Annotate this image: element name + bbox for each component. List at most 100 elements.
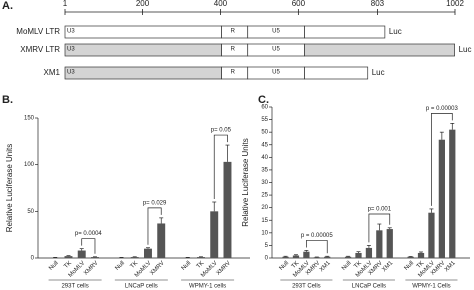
y-tick-label: 25 <box>261 193 268 199</box>
x-tick-label: TK <box>63 260 73 270</box>
y-tick-label: 40 <box>261 155 268 161</box>
group-label: WPMY-1 cells <box>189 284 226 290</box>
significance-bracket <box>81 238 96 254</box>
x-tick-label: XMRV <box>83 260 99 276</box>
bar <box>292 255 300 258</box>
segment-label: U3 <box>67 70 75 76</box>
x-tick-label: XMRV <box>149 260 165 276</box>
bar <box>77 250 86 258</box>
bar <box>91 257 99 258</box>
significance-bracket <box>306 240 328 254</box>
x-tick-label: XM1 <box>444 260 457 273</box>
panel-label: C. <box>258 94 269 106</box>
bar <box>376 230 383 258</box>
segment <box>64 66 222 80</box>
bar <box>197 257 205 258</box>
segment <box>64 43 222 57</box>
bar <box>157 223 166 258</box>
x-tick-label: XM1 <box>319 260 332 273</box>
y-tick-label: 35 <box>261 167 268 173</box>
y-tick-label: 100 <box>24 162 35 168</box>
bar <box>365 247 373 258</box>
y-tick-label: 55 <box>261 117 268 123</box>
significance-bracket <box>213 134 228 199</box>
p-value: p= 0.001 <box>368 207 392 213</box>
y-tick-label: 20 <box>261 205 268 211</box>
bar <box>282 256 289 258</box>
bar <box>64 256 73 258</box>
segment-label: R <box>231 47 236 53</box>
bar <box>130 257 139 258</box>
bar <box>417 252 425 258</box>
y-axis-label: Relative Luciferase Units <box>241 138 250 226</box>
p-value: p= 0.029 <box>143 200 167 206</box>
y-tick-label: 30 <box>261 180 268 186</box>
y-tick-label: 15 <box>261 218 268 224</box>
segment <box>304 25 386 39</box>
bar <box>355 252 362 258</box>
bar <box>438 139 445 258</box>
bar <box>144 248 152 258</box>
y-tick-label: 150 <box>24 116 35 122</box>
x-tick-label: Null <box>48 260 60 272</box>
bar <box>313 257 320 258</box>
bar <box>344 256 352 258</box>
x-tick-label: TK <box>130 260 140 270</box>
significance-bracket <box>368 213 391 243</box>
x-tick-label: XMRV <box>216 260 232 276</box>
y-tick-label: 45 <box>261 142 268 148</box>
p-value: p= 0.0004 <box>75 231 103 237</box>
construct-name: XMRV LTR <box>20 45 60 54</box>
segment <box>304 66 369 80</box>
y-tick-label: 0 <box>265 256 269 262</box>
bar <box>407 256 414 258</box>
x-tick-label: Null <box>404 260 416 272</box>
y-tick-label: 10 <box>261 230 268 236</box>
bar <box>210 211 219 258</box>
bar <box>303 251 310 258</box>
x-tick-label: TK <box>353 260 363 270</box>
p-value: p = 0.00003 <box>426 106 459 112</box>
bar <box>428 212 435 258</box>
group-label: 293T cells <box>61 284 88 290</box>
x-tick-label: TK <box>416 260 426 270</box>
ruler-tick-label: 200 <box>136 0 150 8</box>
ruler-tick-label: 600 <box>292 0 306 8</box>
group-label: LNCaP Cells <box>352 284 386 290</box>
y-tick-label: 50 <box>27 209 34 215</box>
panel-label: A. <box>2 0 13 12</box>
y-tick-label: 50 <box>261 130 268 136</box>
segment-label: R <box>231 29 236 35</box>
panel-label: B. <box>2 94 13 106</box>
bar <box>449 129 456 258</box>
x-tick-label: TK <box>196 260 206 270</box>
bar <box>223 161 232 258</box>
bar <box>324 256 331 258</box>
construct-name: MoMLV LTR <box>16 27 60 36</box>
end-label: Luc <box>459 45 472 54</box>
segment <box>304 43 455 57</box>
segment-label: U3 <box>67 29 75 35</box>
group-label: WPMY-1 Cells <box>412 284 450 290</box>
segment-label: U5 <box>272 47 280 53</box>
x-tick-label: Null <box>114 260 126 272</box>
y-tick-label: 5 <box>265 243 269 249</box>
x-tick-label: Null <box>181 260 193 272</box>
significance-bracket <box>431 113 453 206</box>
group-label: LNCaP cells <box>125 284 158 290</box>
p-value: p = 0.00005 <box>301 233 334 239</box>
ruler-tick-label: 400 <box>214 0 228 8</box>
group-label: 293T Cells <box>292 284 321 290</box>
end-label: Luc <box>372 68 385 77</box>
ruler-tick-label: 1002 <box>446 0 464 8</box>
construct-name: XM1 <box>44 68 61 77</box>
bar <box>386 229 393 258</box>
y-tick-label: 60 <box>261 105 268 111</box>
segment-label: U5 <box>272 70 280 76</box>
ruler-tick-label: 803 <box>371 0 385 8</box>
significance-bracket <box>147 207 162 245</box>
y-tick-label: 0 <box>31 256 35 262</box>
segment-label: U5 <box>272 29 280 35</box>
x-tick-label: XM1 <box>381 260 394 273</box>
